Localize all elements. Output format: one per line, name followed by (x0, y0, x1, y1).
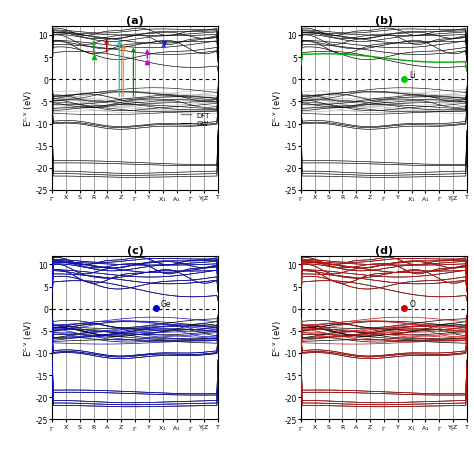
Legend: DFT, GW: DFT, GW (178, 110, 213, 130)
Y-axis label: $\mathregular{E^{c,v}}$ (eV): $\mathregular{E^{c,v}}$ (eV) (22, 319, 34, 356)
Y-axis label: $\mathregular{E^{c,v}}$ (eV): $\mathregular{E^{c,v}}$ (eV) (271, 319, 283, 356)
Text: Ge: Ge (161, 299, 171, 308)
Text: O: O (410, 299, 415, 308)
Title: (b): (b) (375, 16, 393, 26)
Title: (c): (c) (127, 245, 144, 255)
Y-axis label: $\mathregular{E^{c,v}}$ (eV): $\mathregular{E^{c,v}}$ (eV) (271, 91, 283, 127)
Title: (d): (d) (375, 245, 393, 255)
Text: Li: Li (410, 71, 416, 80)
Y-axis label: $\mathregular{E^{c,v}}$ (eV): $\mathregular{E^{c,v}}$ (eV) (22, 91, 34, 127)
Title: (a): (a) (126, 16, 144, 26)
